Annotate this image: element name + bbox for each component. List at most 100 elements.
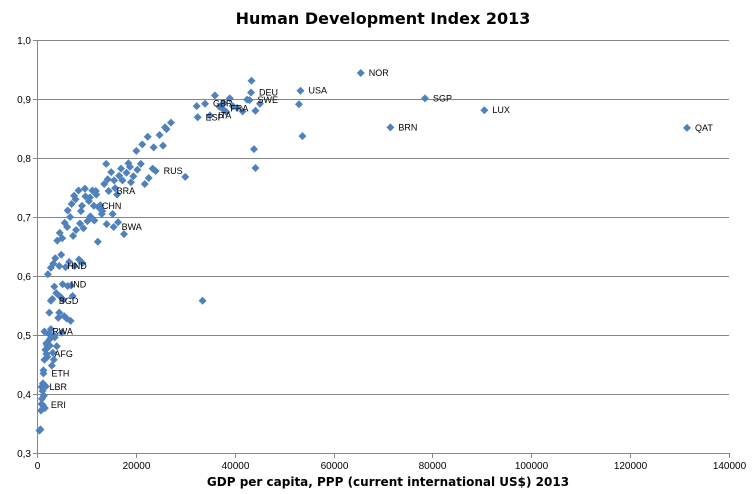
data-point-bgd (46, 296, 55, 305)
data-point-lbr (37, 382, 46, 391)
axes (37, 40, 729, 454)
data-point (115, 171, 124, 180)
point-label-swe: SWE (258, 95, 279, 105)
data-point (198, 296, 207, 305)
y-axis-ticks: 0,3 0,4 0,5 0,6 0,7 0,8 0,9 1,0 (17, 36, 37, 460)
data-point-rwa (40, 327, 49, 336)
data-point (108, 210, 117, 219)
data-point-nor (356, 69, 365, 78)
data-point-afg (42, 349, 51, 358)
point-label-lux: LUX (492, 105, 510, 115)
data-point (51, 254, 60, 263)
x-tick-label: 0 (35, 461, 41, 472)
y-tick-label: 0,5 (17, 331, 31, 342)
data-point (103, 175, 112, 184)
point-label-qat: QAT (695, 123, 713, 133)
x-tick-label: 120000 (614, 461, 648, 472)
point-label-rwa: RWA (52, 326, 73, 336)
data-point (298, 132, 307, 141)
data-point (132, 146, 141, 155)
data-point-eth (39, 369, 48, 378)
data-point (86, 212, 95, 221)
point-label-brn: BRN (398, 122, 417, 132)
gridlines (37, 40, 729, 395)
data-point (54, 313, 63, 322)
data-point-deu (247, 88, 256, 97)
data-point (65, 257, 74, 266)
data-point (228, 102, 237, 111)
data-point (125, 162, 134, 171)
data-points (35, 69, 691, 435)
data-point (138, 140, 147, 149)
data-point (114, 218, 123, 227)
data-point (110, 176, 119, 185)
data-point (113, 190, 122, 199)
data-point (46, 325, 55, 334)
y-tick-label: 0,4 (17, 390, 31, 401)
point-label-ind: IND (71, 279, 87, 289)
data-point (166, 118, 175, 127)
data-point (79, 224, 88, 233)
data-point (49, 355, 58, 364)
data-point (57, 328, 66, 337)
data-point (85, 193, 94, 202)
data-point (107, 168, 116, 177)
data-point-chn (89, 201, 98, 210)
y-tick-label: 0,9 (17, 95, 31, 106)
data-point-hnd (55, 261, 64, 270)
data-point (70, 261, 79, 270)
data-point-swe (245, 96, 254, 105)
point-label-fra: FRA (230, 103, 248, 113)
point-label-eth: ETH (51, 368, 69, 378)
data-point-qat (682, 123, 691, 132)
data-point (93, 237, 102, 246)
x-axis-ticks: 0 20000 40000 60000 80000 100000 120000 140000 (35, 453, 747, 472)
data-point (58, 234, 67, 243)
data-point-bwa (109, 223, 118, 232)
data-point-sgp (421, 94, 430, 103)
data-point (144, 174, 153, 183)
data-point (149, 143, 158, 152)
data-point-ita (206, 111, 214, 120)
point-label-hnd: HND (67, 261, 87, 271)
point-label-sgp: SGP (433, 93, 452, 103)
data-point (72, 225, 81, 234)
data-point (155, 130, 164, 139)
x-tick-label: 100000 (515, 461, 549, 472)
data-point (59, 295, 68, 304)
point-label-lbr: LBR (49, 382, 67, 392)
data-point (43, 270, 52, 279)
data-point (68, 292, 77, 301)
data-point (238, 107, 247, 116)
point-label-chn: CHN (102, 201, 122, 211)
data-point (45, 308, 54, 317)
y-tick-label: 0,3 (17, 449, 31, 460)
data-point (90, 216, 99, 225)
point-label-esp: ESP (206, 112, 224, 122)
data-point-brn (386, 123, 395, 132)
data-point-ind (58, 280, 67, 289)
data-point (50, 282, 59, 291)
x-tick-label: 20000 (123, 461, 151, 472)
point-label-nor: NOR (369, 68, 390, 78)
data-point-gbr (201, 99, 210, 108)
data-point (66, 213, 75, 221)
data-point (48, 348, 57, 357)
point-label-ita: ITA (218, 111, 231, 121)
point-label-eri: ERI (51, 400, 66, 410)
data-point (52, 342, 61, 351)
data-point (74, 186, 83, 195)
data-point-eri (38, 401, 47, 410)
data-point (57, 250, 66, 259)
data-point (249, 145, 258, 154)
data-point (77, 201, 86, 210)
data-point-fra (218, 104, 227, 113)
data-point (76, 207, 85, 216)
data-point (159, 141, 168, 150)
data-point (119, 230, 128, 239)
data-point (192, 102, 201, 111)
data-point (225, 94, 234, 103)
data-point (210, 91, 219, 100)
